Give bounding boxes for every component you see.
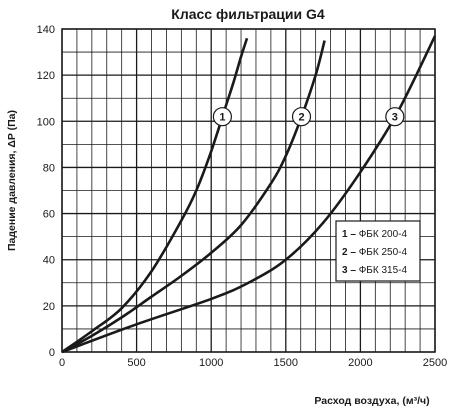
series-number-label: 1 [219,112,225,124]
x-tick-label: 500 [127,357,145,369]
x-tick-label: 1500 [274,357,298,369]
series-marker-circle [212,107,232,127]
legend-entry: 1 – ФБК 200-4 [342,229,407,240]
y-tick-label: 100 [37,116,55,128]
legend-entry: 2 – ФБК 250-4 [342,247,407,258]
series-curves: 1 2 3 [61,35,437,354]
y-tick-label: 20 [43,301,55,313]
y-tick-label: 80 [43,162,55,174]
x-tick-label: 2000 [348,357,372,369]
plot-frame [61,28,436,353]
series-line-1 [61,37,249,354]
y-tick-label: 140 [37,24,55,36]
x-tick-label: 1000 [199,357,223,369]
x-tick-label: 0 [59,357,65,369]
y-tick-label: 0 [49,347,55,359]
chart-title: Класс фильтрации G4 [171,6,325,22]
legend-entry: 3 – ФБК 315-4 [342,265,407,276]
series-number-label: 3 [392,112,398,124]
series-number-label: 2 [298,112,304,124]
series-line-3 [61,35,437,354]
series-marker-circle [385,107,405,127]
series-marker-circle [291,107,312,127]
y-tick-label: 60 [43,209,55,221]
y-tick-label: 40 [43,255,55,267]
grid [61,28,436,353]
legend-box [335,220,421,282]
legend: 1 – ФБК 200-4 2 – ФБК 250-4 3 – ФБК 315-4 [335,220,421,282]
x-axis-label: Расход воздуха, (м³/ч) [314,395,429,407]
tick-labels: 0 500 1000 1500 2000 2500 0 20 40 60 80 100 120 140 [37,24,448,369]
x-tick-label: 2500 [423,357,447,369]
y-tick-label: 120 [37,70,55,82]
y-axis-label: Падение давления, ΔP (Па) [6,110,18,251]
